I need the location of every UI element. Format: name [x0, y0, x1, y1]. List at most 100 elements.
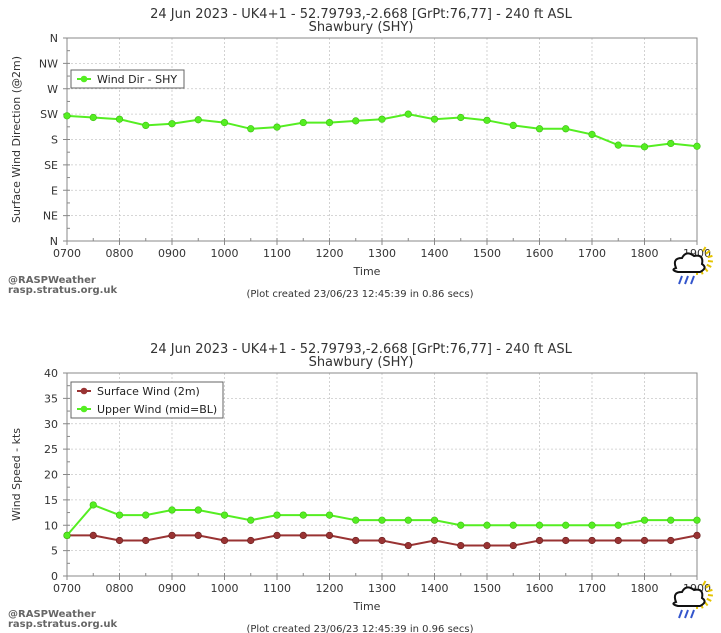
data-point [220, 511, 229, 519]
y-tick-label: 25 [44, 443, 58, 456]
sun-cloud-rain-icon [672, 580, 714, 619]
data-point [220, 118, 229, 127]
data-point [168, 531, 176, 540]
data-point [457, 113, 465, 122]
data-point [404, 110, 412, 118]
data-point [273, 511, 281, 519]
data-point [115, 511, 124, 519]
x-tick-label: 0800 [106, 247, 134, 260]
sun-cloud-rain-icon [672, 246, 714, 285]
data-point [693, 531, 701, 540]
y-tick-label: SE [44, 159, 58, 172]
x-tick-label: 1800 [631, 582, 659, 595]
data-point [614, 141, 622, 149]
x-axis-label: Time [353, 265, 381, 278]
x-tick-label: 0900 [158, 582, 186, 595]
legend-entry: Upper Wind (mid=BL) [97, 403, 217, 416]
data-point [273, 531, 281, 540]
credit-handle: @RASPWeather [8, 609, 96, 620]
y-tick-label: 35 [44, 392, 58, 405]
data-point [89, 501, 97, 509]
chart-title: 24 Jun 2023 - UK4+1 - 52.79793,-2.668 [G… [150, 342, 573, 357]
data-point [247, 536, 255, 545]
data-point [63, 112, 71, 120]
x-tick-label: 1800 [631, 247, 659, 260]
data-point [168, 120, 176, 128]
x-tick-label: 1600 [526, 582, 554, 595]
data-point [588, 521, 596, 529]
data-point [588, 536, 596, 545]
data-point [509, 121, 517, 130]
chart-title: 24 Jun 2023 - UK4+1 - 52.79793,-2.668 [G… [150, 7, 573, 22]
x-tick-label: 1500 [473, 582, 501, 595]
sun-ray [707, 260, 714, 263]
sun-ray [707, 254, 713, 259]
y-tick-label: N [50, 32, 58, 45]
credit-url: rasp.stratus.org.uk [8, 285, 118, 296]
legend-box [70, 381, 224, 419]
credit-handle: @RASPWeather [8, 275, 96, 286]
data-point [194, 116, 202, 124]
data-point [562, 536, 570, 545]
data-point [89, 113, 97, 122]
x-tick-label: 0700 [53, 247, 81, 260]
data-point [325, 511, 334, 519]
y-tick-label: E [51, 184, 58, 197]
x-axis-label: Time [353, 600, 381, 613]
x-tick-label: 1000 [211, 582, 239, 595]
sun-ray [702, 580, 707, 586]
x-tick-label: 1200 [316, 582, 344, 595]
data-point [562, 125, 570, 133]
x-tick-label: 1600 [526, 247, 554, 260]
data-point [194, 506, 202, 514]
y-axis-label: Surface Wind Direction (@2m) [10, 56, 23, 223]
data-point [483, 541, 491, 550]
data-point [325, 118, 334, 127]
chart-1: 24 Jun 2023 - UK4+1 - 52.79793,-2.668 [G… [8, 7, 714, 300]
data-point [115, 536, 124, 545]
data-point [247, 516, 255, 524]
x-tick-label: 1500 [473, 247, 501, 260]
y-tick-label: 30 [44, 418, 58, 431]
y-tick-label: 0 [51, 570, 58, 583]
data-point [247, 125, 255, 133]
legend-swatch-marker [80, 75, 88, 83]
sun-ray [706, 263, 712, 268]
data-point [430, 516, 439, 524]
credit-url: rasp.stratus.org.uk [8, 619, 118, 630]
data-point [614, 521, 622, 529]
data-point [640, 536, 649, 545]
data-point [588, 130, 596, 139]
data-point [63, 531, 71, 540]
cloud-shape [672, 252, 706, 273]
legend-box [70, 69, 185, 89]
data-point [352, 536, 360, 545]
data-point [404, 541, 412, 550]
y-tick-label: 40 [44, 367, 58, 380]
y-tick-label: NE [43, 210, 58, 223]
y-axis-label: Wind Speed - kts [10, 428, 23, 521]
x-tick-label: 0700 [53, 582, 81, 595]
data-point [430, 536, 439, 545]
data-point [535, 521, 544, 529]
y-tick-label: W [47, 83, 58, 96]
y-tick-label: 15 [44, 494, 58, 507]
data-point [352, 117, 360, 125]
data-point [457, 541, 465, 550]
data-point [640, 143, 649, 151]
x-tick-label: 1200 [316, 247, 344, 260]
data-point [667, 139, 675, 148]
data-point [378, 536, 386, 545]
data-point [509, 521, 517, 529]
y-tick-label: N [50, 235, 58, 248]
data-point [89, 531, 97, 540]
x-tick-label: 1300 [368, 582, 396, 595]
sun-ray [707, 594, 714, 597]
data-point [299, 118, 307, 127]
chart-subtitle: Shawbury (SHY) [309, 355, 414, 370]
sun-ray [706, 597, 712, 602]
y-tick-label: SW [40, 108, 58, 121]
data-point [614, 536, 622, 545]
data-point [667, 536, 675, 545]
